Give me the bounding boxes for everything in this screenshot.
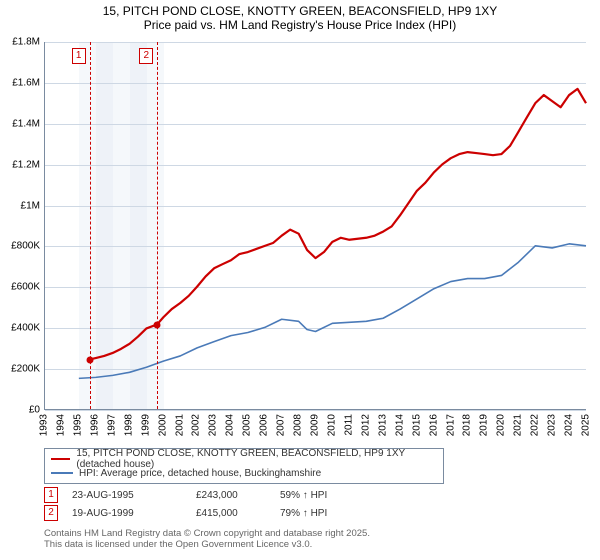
x-tick-label: 2005	[242, 414, 253, 436]
y-tick-label: £0	[4, 405, 40, 416]
gridline	[45, 410, 586, 411]
x-tick-label: 2020	[496, 414, 507, 436]
y-tick-label: £1M	[4, 200, 40, 211]
blue-line	[79, 244, 586, 379]
x-tick-label: 2015	[411, 414, 422, 436]
sale-marker-line	[157, 42, 158, 409]
sale-badge: 1	[44, 487, 58, 503]
y-tick-label: £1.2M	[4, 159, 40, 170]
sale-price: £415,000	[196, 508, 266, 519]
x-tick-label: 1993	[39, 414, 50, 436]
x-tick-label: 1995	[72, 414, 83, 436]
x-tick-label: 2014	[394, 414, 405, 436]
sale-date: 23-AUG-1995	[72, 490, 182, 501]
sales-table: 1 23-AUG-1995 £243,000 59% ↑ HPI 2 19-AUG-199…	[44, 486, 327, 522]
x-tick-label: 2017	[445, 414, 456, 436]
footer: Contains HM Land Registry data © Crown c…	[44, 528, 370, 551]
sale-relative: 59% ↑ HPI	[280, 490, 327, 501]
y-tick-label: £1.8M	[4, 37, 40, 48]
red-line	[90, 89, 586, 360]
sale-marker-badge: 1	[72, 48, 86, 64]
footer-line2: This data is licensed under the Open Gov…	[44, 539, 370, 550]
x-tick-label: 1999	[140, 414, 151, 436]
x-tick-label: 2019	[479, 414, 490, 436]
x-tick-label: 1996	[89, 414, 100, 436]
x-tick-label: 1994	[55, 414, 66, 436]
title-block: 15, PITCH POND CLOSE, KNOTTY GREEN, BEAC…	[0, 0, 600, 34]
y-tick-label: £1.6M	[4, 77, 40, 88]
x-tick-label: 2003	[208, 414, 219, 436]
x-tick-label: 2016	[428, 414, 439, 436]
x-tick-label: 2022	[530, 414, 541, 436]
sale-relative: 79% ↑ HPI	[280, 508, 327, 519]
y-tick-label: £1.4M	[4, 118, 40, 129]
y-tick-label: £400K	[4, 323, 40, 334]
sale-dot	[154, 322, 161, 329]
legend-swatch	[51, 458, 70, 461]
plot-area: 12	[44, 42, 586, 410]
title-line1: 15, PITCH POND CLOSE, KNOTTY GREEN, BEAC…	[10, 4, 590, 18]
x-tick-label: 2011	[343, 414, 354, 436]
sale-row: 1 23-AUG-1995 £243,000 59% ↑ HPI	[44, 486, 327, 504]
sale-badge: 2	[44, 505, 58, 521]
y-tick-label: £200K	[4, 364, 40, 375]
x-tick-label: 2024	[564, 414, 575, 436]
x-tick-label: 2012	[360, 414, 371, 436]
chart-container: 15, PITCH POND CLOSE, KNOTTY GREEN, BEAC…	[0, 0, 600, 560]
x-tick-label: 2001	[174, 414, 185, 436]
y-tick-label: £800K	[4, 241, 40, 252]
x-tick-label: 2006	[259, 414, 270, 436]
legend-swatch	[51, 472, 73, 475]
x-tick-label: 2000	[157, 414, 168, 436]
x-tick-label: 2018	[462, 414, 473, 436]
legend: 15, PITCH POND CLOSE, KNOTTY GREEN, BEAC…	[44, 448, 444, 484]
x-tick-label: 2009	[310, 414, 321, 436]
sale-row: 2 19-AUG-1999 £415,000 79% ↑ HPI	[44, 504, 327, 522]
legend-item: 15, PITCH POND CLOSE, KNOTTY GREEN, BEAC…	[51, 452, 437, 466]
legend-label: HPI: Average price, detached house, Buck…	[79, 468, 321, 479]
x-tick-label: 1997	[106, 414, 117, 436]
title-line2: Price paid vs. HM Land Registry's House …	[10, 18, 590, 32]
x-tick-label: 2002	[191, 414, 202, 436]
x-tick-label: 2010	[326, 414, 337, 436]
sale-marker-badge: 2	[139, 48, 153, 64]
sale-date: 19-AUG-1999	[72, 508, 182, 519]
sale-price: £243,000	[196, 490, 266, 501]
x-tick-label: 2004	[225, 414, 236, 436]
sale-dot	[86, 357, 93, 364]
y-tick-label: £600K	[4, 282, 40, 293]
x-tick-label: 2021	[513, 414, 524, 436]
line-series-svg	[45, 42, 586, 409]
x-tick-label: 2008	[293, 414, 304, 436]
x-tick-label: 2023	[547, 414, 558, 436]
x-tick-label: 1998	[123, 414, 134, 436]
x-tick-label: 2007	[276, 414, 287, 436]
x-tick-label: 2025	[581, 414, 592, 436]
sale-marker-line	[90, 42, 91, 409]
x-tick-label: 2013	[377, 414, 388, 436]
footer-line1: Contains HM Land Registry data © Crown c…	[44, 528, 370, 539]
